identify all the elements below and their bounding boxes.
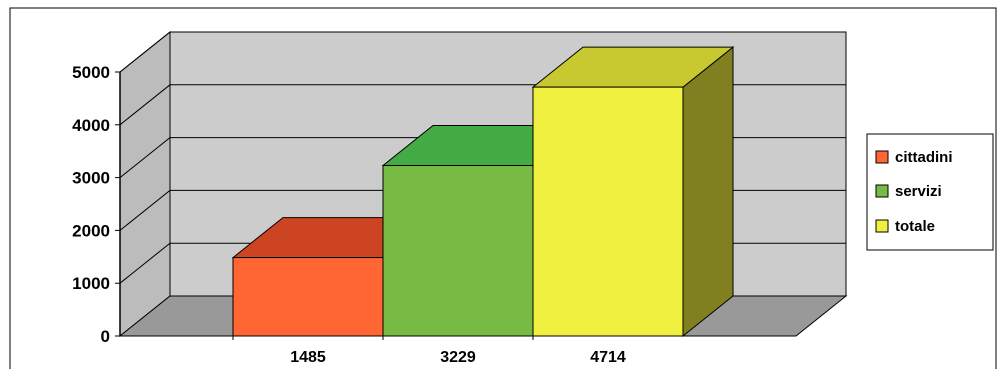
legend: cittadini servizi totale [866,133,994,251]
chart-area-border [9,7,997,369]
legend-item-cittadini: cittadini [875,149,953,166]
bar-front [382,165,534,337]
y-tick-label: 0 [101,327,110,346]
legend-label: servizi [895,183,942,200]
bar-front [532,86,684,337]
legend-label: cittadini [895,149,953,166]
side-wall [119,30,171,338]
y-tick-label: 1000 [72,274,110,293]
bar-totale [531,46,735,338]
y-tick-label: 2000 [72,221,110,240]
x-axis: 1485 3229 4714 [120,335,796,366]
y-tick-label: 4000 [72,116,110,135]
bars [231,46,735,338]
legend-swatch [875,150,889,164]
y-tick-label: 3000 [72,169,110,188]
legend-swatch [875,184,889,198]
bar-side [682,46,734,338]
y-axis: 0 1000 2000 3000 4000 5000 [72,63,121,346]
bar-front [232,257,384,337]
gridline [119,31,846,73]
legend-item-totale: totale [875,218,935,235]
x-tick-label: 1485 [290,349,326,366]
y-tick-label: 5000 [72,63,110,82]
legend-swatch [875,219,889,233]
x-tick-label: 3229 [440,349,476,366]
legend-item-servizi: servizi [875,183,942,200]
legend-label: totale [895,218,935,235]
x-tick-label: 4714 [590,349,626,366]
